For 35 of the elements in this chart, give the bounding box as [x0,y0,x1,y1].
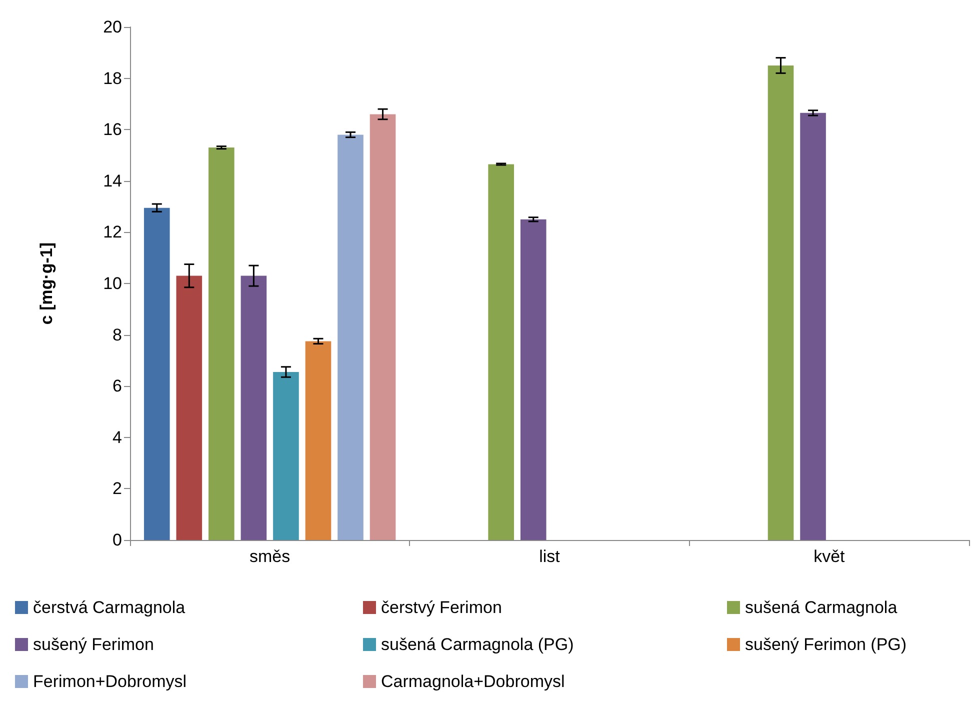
bar [240,276,267,540]
y-tick-label: 8 [112,325,122,344]
legend-label: sušený Ferimon [33,635,154,654]
y-tick-label: 4 [112,428,122,447]
x-tick-label: květ [814,547,846,566]
y-tick-label: 2 [112,479,122,498]
legend-label: Ferimon+Dobromysl [33,672,187,691]
bar [768,65,794,540]
y-tick-label: 12 [103,222,122,242]
bar [488,164,514,540]
legend-label: sušený Ferimon (PG) [745,635,907,654]
bar [208,148,234,540]
legend-label: čerstvý Ferimon [381,598,502,617]
y-tick-label: 10 [103,274,122,293]
bar [520,219,546,540]
bar [800,112,826,540]
y-tick-label: 0 [112,530,122,550]
legend-label: čerstvá Carmagnola [33,598,186,617]
legend-label: sušená Carmagnola (PG) [381,635,574,654]
y-axis-title: c [mg·g-1] [37,242,56,325]
bar [176,276,202,540]
x-tick-label: list [539,547,560,566]
bar [273,372,299,540]
legend-label: Carmagnola+Dobromysl [381,672,565,691]
legend-label: sušená Carmagnola [745,598,898,617]
y-tick-label: 14 [103,171,122,190]
y-tick-label: 20 [103,18,122,36]
y-tick-label: 6 [112,376,122,396]
y-tick-label: 16 [103,120,122,140]
bar [370,114,396,540]
y-tick-label: 18 [103,68,122,88]
bar [305,341,332,540]
bar [338,134,364,540]
bar [144,208,170,540]
x-tick-label: směs [250,547,290,566]
